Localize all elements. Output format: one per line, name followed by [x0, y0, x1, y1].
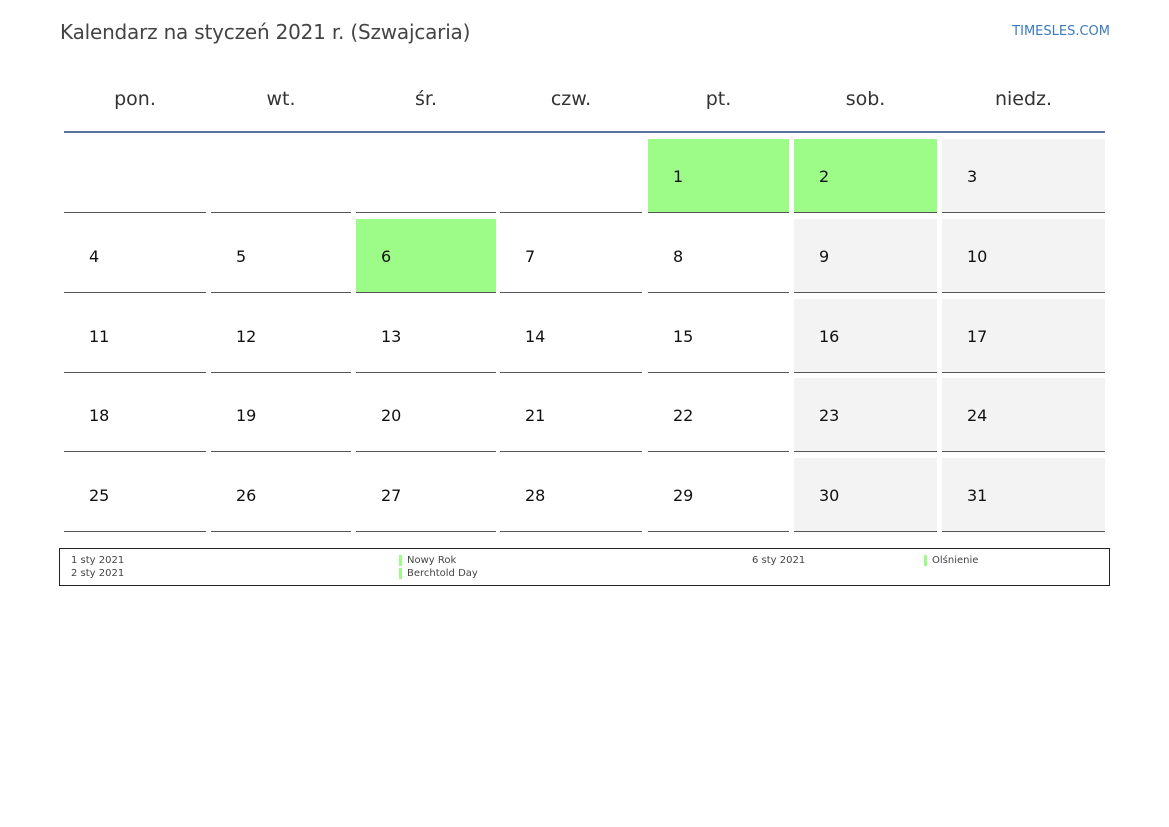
empty-day-cell — [64, 139, 206, 213]
weekday-sun: niedz. — [994, 88, 1053, 110]
day-cell: 11 — [64, 299, 206, 373]
empty-day-cell — [211, 139, 351, 213]
day-number: 16 — [819, 327, 840, 346]
day-number: 23 — [819, 406, 840, 425]
day-cell: 15 — [648, 299, 789, 373]
day-cell: 17 — [942, 299, 1105, 373]
holiday-legend: 1 sty 2021 Nowy Rok 2 sty 2021 Berchtold… — [59, 548, 1110, 586]
weekday-wed: śr. — [414, 88, 437, 110]
legend-date: 6 sty 2021 — [752, 555, 806, 566]
day-number: 26 — [236, 486, 257, 505]
brand-link[interactable]: TIMESLES.COM — [1012, 24, 1110, 39]
day-cell: 14 — [500, 299, 642, 373]
day-cell: 23 — [794, 378, 937, 452]
empty-day-cell — [356, 139, 496, 213]
day-number: 31 — [967, 486, 988, 505]
day-number: 13 — [381, 327, 402, 346]
day-number: 5 — [236, 247, 247, 266]
day-number: 15 — [673, 327, 694, 346]
weekday-thu: czw. — [550, 88, 592, 110]
day-number: 14 — [525, 327, 546, 346]
legend-date: 1 sty 2021 — [71, 555, 125, 566]
day-number: 30 — [819, 486, 840, 505]
day-number: 6 — [381, 247, 392, 266]
day-cell: 7 — [500, 219, 642, 293]
day-number: 19 — [236, 406, 257, 425]
empty-day-cell — [500, 139, 642, 213]
day-cell: 22 — [648, 378, 789, 452]
day-number: 12 — [236, 327, 257, 346]
day-cell: 13 — [356, 299, 496, 373]
legend-color-marker — [399, 555, 402, 566]
day-number: 22 — [673, 406, 694, 425]
day-number: 28 — [525, 486, 546, 505]
day-cell: 8 — [648, 219, 789, 293]
day-cell: 1 — [648, 139, 789, 213]
day-cell: 12 — [211, 299, 351, 373]
day-number: 21 — [525, 406, 546, 425]
day-number: 20 — [381, 406, 402, 425]
day-number: 27 — [381, 486, 402, 505]
legend-date: 2 sty 2021 — [71, 568, 125, 579]
day-cell: 21 — [500, 378, 642, 452]
day-cell: 29 — [648, 458, 789, 532]
legend-holiday-name: Berchtold Day — [407, 568, 478, 579]
day-number: 24 — [967, 406, 988, 425]
legend-color-marker — [399, 568, 402, 579]
day-cell: 9 — [794, 219, 937, 293]
day-cell: 30 — [794, 458, 937, 532]
legend-holiday-name: Olśnienie — [932, 555, 979, 566]
day-number: 8 — [673, 247, 684, 266]
day-cell: 27 — [356, 458, 496, 532]
legend-color-marker — [924, 555, 927, 566]
day-number: 1 — [673, 167, 684, 186]
weekday-tue: wt. — [266, 88, 296, 110]
weekday-sat: sob. — [845, 88, 886, 110]
day-number: 25 — [89, 486, 110, 505]
day-cell: 2 — [794, 139, 937, 213]
day-cell: 24 — [942, 378, 1105, 452]
day-cell: 16 — [794, 299, 937, 373]
day-cell: 19 — [211, 378, 351, 452]
day-cell: 26 — [211, 458, 351, 532]
day-cell: 31 — [942, 458, 1105, 532]
day-cell: 10 — [942, 219, 1105, 293]
day-number: 7 — [525, 247, 536, 266]
day-cell: 25 — [64, 458, 206, 532]
day-number: 2 — [819, 167, 830, 186]
day-number: 10 — [967, 247, 988, 266]
day-number: 9 — [819, 247, 830, 266]
day-cell: 20 — [356, 378, 496, 452]
header-divider — [64, 131, 1105, 133]
day-number: 4 — [89, 247, 100, 266]
day-cell: 18 — [64, 378, 206, 452]
page-title: Kalendarz na styczeń 2021 r. (Szwajcaria… — [60, 20, 471, 44]
weekday-fri: pt. — [705, 88, 732, 110]
day-cell: 5 — [211, 219, 351, 293]
day-cell: 6 — [356, 219, 496, 293]
day-number: 3 — [967, 167, 978, 186]
day-cell: 3 — [942, 139, 1105, 213]
day-number: 29 — [673, 486, 694, 505]
day-number: 11 — [89, 327, 110, 346]
weekday-header: pon. wt. śr. czw. pt. sob. niedz. — [64, 86, 1105, 112]
day-cell: 28 — [500, 458, 642, 532]
legend-holiday-name: Nowy Rok — [407, 555, 457, 566]
day-number: 17 — [967, 327, 988, 346]
day-cell: 4 — [64, 219, 206, 293]
weekday-mon: pon. — [114, 88, 156, 110]
day-number: 18 — [89, 406, 110, 425]
